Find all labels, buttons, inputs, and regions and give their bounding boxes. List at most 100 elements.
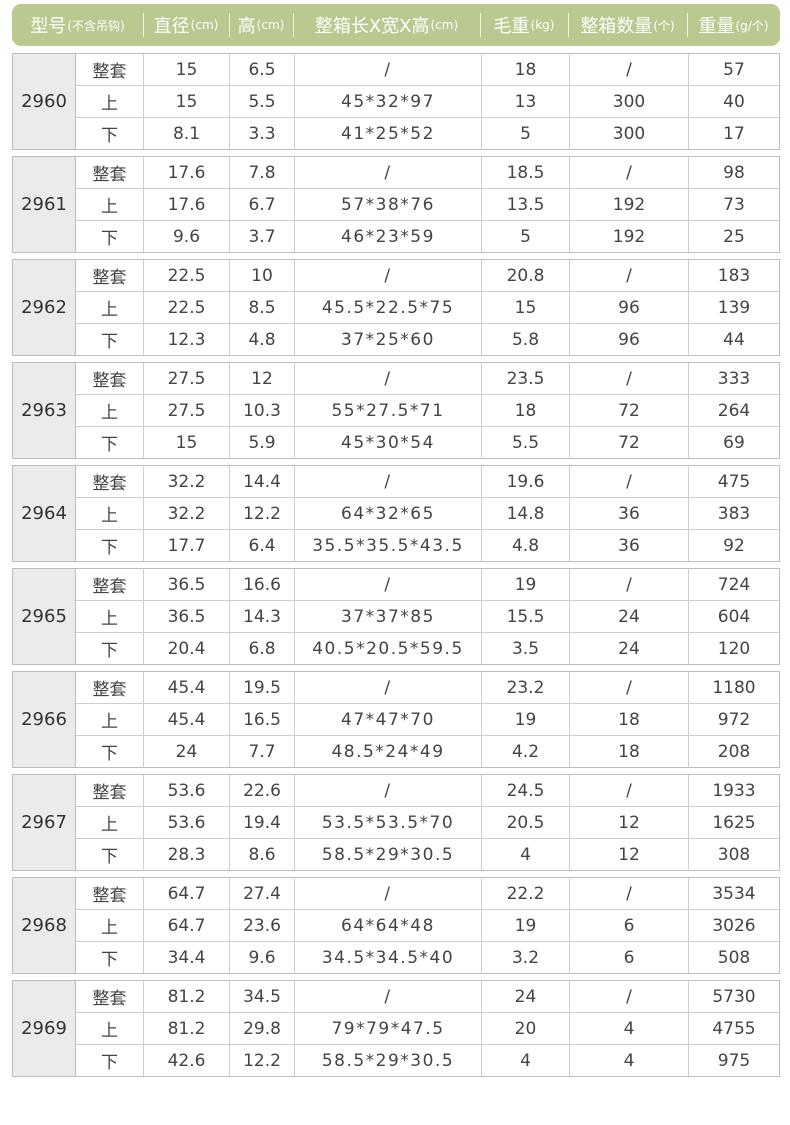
weight-cell: 1625: [688, 807, 779, 838]
carton-qty-cell: 24: [569, 633, 688, 664]
height-cell: 14.3: [229, 601, 294, 632]
height-cell: 8.6: [229, 839, 294, 870]
height-cell: 5.9: [229, 427, 294, 458]
part-cell: 上: [101, 712, 118, 732]
weight-cell: 69: [688, 427, 779, 458]
carton-qty-cell: /: [569, 672, 688, 703]
weight-cell: 57: [688, 54, 779, 85]
model-number: 2964: [13, 466, 76, 561]
carton-qty-cell: /: [569, 569, 688, 600]
carton-qty-cell: /: [569, 54, 688, 85]
gross-weight-cell: 4: [481, 839, 569, 870]
weight-cell: 73: [688, 189, 779, 220]
table-row: 上 22.5 8.5 45.5*22.5*75 15 96 139: [76, 291, 779, 323]
weight-cell: 724: [688, 569, 779, 600]
diameter-cell: 24: [143, 736, 229, 767]
table-row: 下 15 5.9 45*30*54 5.5 72 69: [76, 426, 779, 458]
part-cell: 下: [101, 538, 118, 558]
diameter-cell: 27.5: [143, 395, 229, 426]
diameter-cell: 17.6: [143, 189, 229, 220]
weight-cell: 17: [688, 118, 779, 149]
carton-size-cell: 79*79*47.5: [294, 1013, 481, 1044]
carton-qty-cell: /: [569, 981, 688, 1012]
height-cell: 4.8: [229, 324, 294, 355]
part-cell: 下: [101, 332, 118, 352]
model-number: 2963: [13, 363, 76, 458]
carton-size-cell: 41*25*52: [294, 118, 481, 149]
weight-cell: 475: [688, 466, 779, 497]
carton-size-cell: 40.5*20.5*59.5: [294, 633, 481, 664]
table-row: 下 20.4 6.8 40.5*20.5*59.5 3.5 24 120: [76, 632, 779, 664]
carton-qty-cell: 4: [569, 1013, 688, 1044]
table-row: 整套 36.5 16.6 / 19 / 724: [76, 569, 779, 600]
carton-qty-cell: /: [569, 878, 688, 909]
part-cell: 整套: [92, 474, 127, 494]
height-cell: 8.5: [229, 292, 294, 323]
gross-weight-cell: 20.8: [481, 260, 569, 291]
table-row: 上 36.5 14.3 37*37*85 15.5 24 604: [76, 600, 779, 632]
table-row: 整套 22.5 10 / 20.8 / 183: [76, 260, 779, 291]
carton-size-cell: 37*37*85: [294, 601, 481, 632]
carton-size-cell: 64*32*65: [294, 498, 481, 529]
part-cell: 整套: [92, 62, 127, 82]
carton-qty-cell: 96: [569, 324, 688, 355]
header-diameter: 直径 (cm): [143, 4, 229, 46]
table-row: 上 32.2 12.2 64*32*65 14.8 36 383: [76, 497, 779, 529]
gross-weight-cell: 24.5: [481, 775, 569, 806]
weight-cell: 4755: [688, 1013, 779, 1044]
height-cell: 16.5: [229, 704, 294, 735]
carton-qty-cell: 300: [569, 118, 688, 149]
weight-cell: 183: [688, 260, 779, 291]
carton-size-cell: /: [294, 672, 481, 703]
height-cell: 5.5: [229, 86, 294, 117]
part-cell: 下: [101, 435, 118, 455]
carton-size-cell: 53.5*53.5*70: [294, 807, 481, 838]
carton-size-cell: /: [294, 363, 481, 394]
carton-size-cell: /: [294, 157, 481, 188]
gross-weight-cell: 5: [481, 118, 569, 149]
diameter-cell: 20.4: [143, 633, 229, 664]
header-model: 型号 (不含吊钩): [12, 4, 143, 46]
table-row: 上 53.6 19.4 53.5*53.5*70 20.5 12 1625: [76, 806, 779, 838]
diameter-cell: 32.2: [143, 466, 229, 497]
weight-cell: 1933: [688, 775, 779, 806]
height-cell: 7.7: [229, 736, 294, 767]
weight-cell: 3026: [688, 910, 779, 941]
carton-size-cell: 46*23*59: [294, 221, 481, 252]
part-cell: 下: [101, 229, 118, 249]
carton-qty-cell: 96: [569, 292, 688, 323]
carton-size-cell: /: [294, 775, 481, 806]
diameter-cell: 36.5: [143, 601, 229, 632]
height-cell: 29.8: [229, 1013, 294, 1044]
gross-weight-cell: 24: [481, 981, 569, 1012]
model-group-7: 2967 整套 53.6 22.6 / 24.5 / 1933 上 53.6 1…: [12, 774, 780, 871]
diameter-cell: 53.6: [143, 775, 229, 806]
weight-cell: 92: [688, 530, 779, 561]
model-number: 2968: [13, 878, 76, 973]
header-weight: 重量 (g/个): [687, 4, 780, 46]
height-cell: 3.3: [229, 118, 294, 149]
weight-cell: 98: [688, 157, 779, 188]
weight-cell: 3534: [688, 878, 779, 909]
carton-size-cell: /: [294, 260, 481, 291]
model-group-1: 2961 整套 17.6 7.8 / 18.5 / 98 上 17.6 6.7 …: [12, 156, 780, 253]
carton-size-cell: 45*32*97: [294, 86, 481, 117]
part-cell: 上: [101, 403, 118, 423]
carton-qty-cell: 36: [569, 498, 688, 529]
header-gross-weight: 毛重 (kg): [480, 4, 568, 46]
carton-qty-cell: 6: [569, 942, 688, 973]
header-label: 重量: [698, 16, 735, 37]
header-unit: (个): [653, 18, 675, 33]
gross-weight-cell: 5.8: [481, 324, 569, 355]
gross-weight-cell: 22.2: [481, 878, 569, 909]
table-row: 下 17.7 6.4 35.5*35.5*43.5 4.8 36 92: [76, 529, 779, 561]
height-cell: 12: [229, 363, 294, 394]
header-label: 直径: [153, 16, 190, 37]
header-height: 高 (cm): [229, 4, 293, 46]
header-unit: (cm): [430, 18, 459, 32]
carton-size-cell: 58.5*29*30.5: [294, 1045, 481, 1076]
table-row: 下 24 7.7 48.5*24*49 4.2 18 208: [76, 735, 779, 767]
carton-size-cell: /: [294, 54, 481, 85]
height-cell: 6.4: [229, 530, 294, 561]
part-cell: 上: [101, 609, 118, 629]
